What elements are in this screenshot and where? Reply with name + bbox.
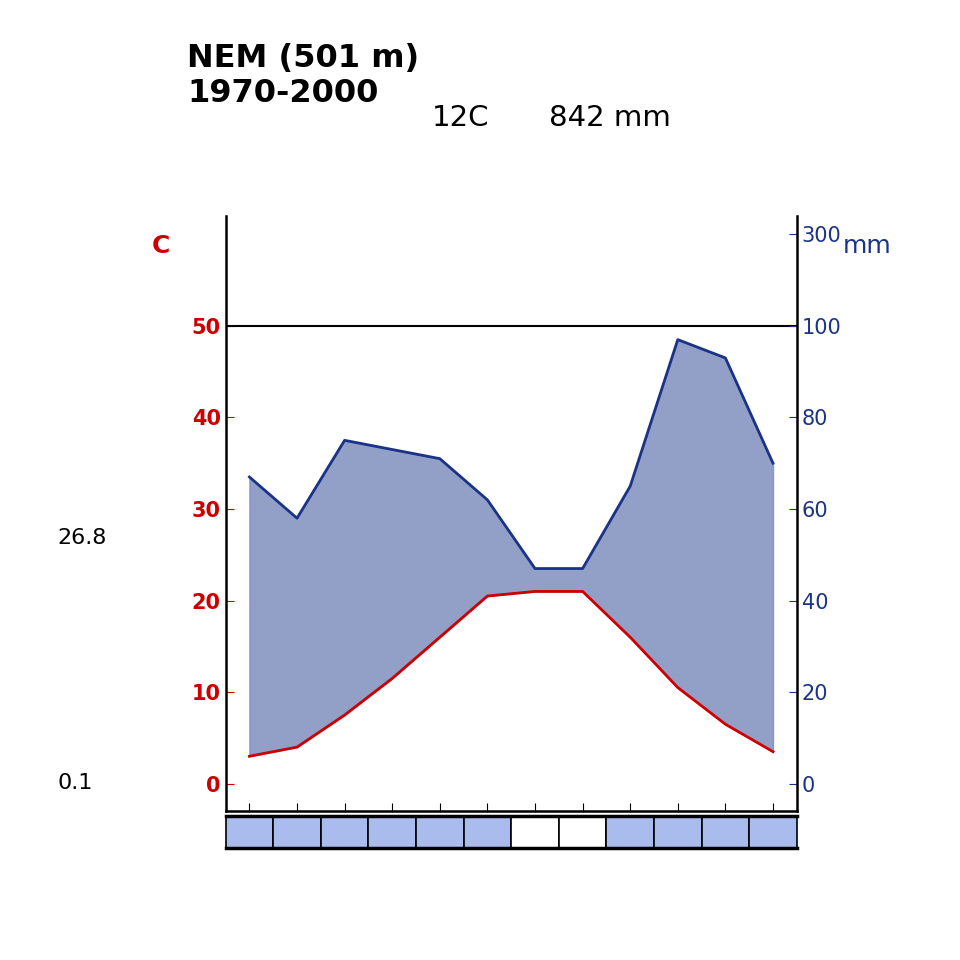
Text: 0.1: 0.1 [58,773,93,793]
Text: 12C: 12C [432,104,490,132]
Text: NEM (501 m)
1970-2000: NEM (501 m) 1970-2000 [187,43,420,108]
Text: mm: mm [843,234,891,258]
Text: 842 mm: 842 mm [549,104,670,132]
Text: C: C [152,234,170,258]
Text: 26.8: 26.8 [58,528,107,548]
